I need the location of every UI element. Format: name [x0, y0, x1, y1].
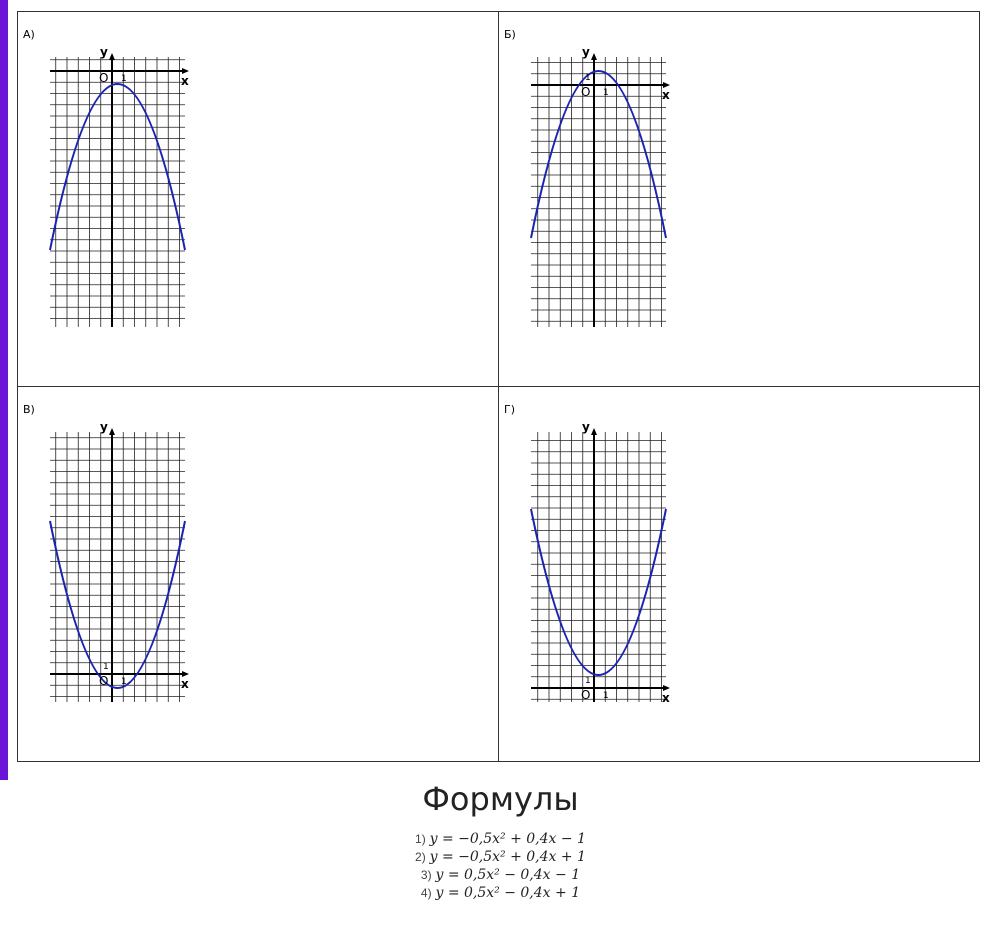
formula-text: y = 0,5x² − 0,4x − 1: [435, 867, 581, 883]
formula-number: 2): [415, 850, 426, 864]
origin-label: O: [581, 688, 590, 702]
axis-label: x: [662, 691, 670, 705]
origin-label: O: [99, 674, 108, 688]
formula-number: 1): [415, 832, 426, 846]
origin-label: O: [581, 85, 590, 99]
axis-label: x: [662, 88, 670, 102]
arrow: [182, 671, 189, 677]
axis-label: y: [582, 420, 590, 434]
curve: [530, 508, 667, 676]
arrow: [109, 428, 115, 435]
formula: 4) y = 0,5x² − 0,4x + 1: [0, 884, 1001, 902]
unit-label: 1: [603, 691, 609, 701]
unit-label: 1: [603, 88, 609, 98]
arrow: [591, 53, 597, 60]
curve: [530, 70, 667, 239]
arrow: [109, 53, 115, 60]
axis-label: y: [100, 45, 108, 59]
panel-label: А): [23, 28, 35, 41]
formula: 2) y = −0,5x² + 0,4x + 1: [0, 848, 1001, 866]
curve: [49, 83, 186, 251]
unit-label: 1: [103, 662, 109, 672]
unit-label: 1: [585, 73, 591, 83]
axis-label: y: [582, 45, 590, 59]
arrow: [663, 82, 670, 88]
axis-label: y: [100, 420, 108, 434]
formula-number: 4): [420, 886, 432, 900]
panel-label: Б): [504, 28, 516, 41]
formula-number: 3): [420, 868, 432, 882]
formula-text: y = −0,5x² + 0,4x + 1: [429, 849, 586, 865]
curve: [49, 520, 186, 689]
origin-label: O: [99, 71, 108, 85]
side-bar: [0, 0, 8, 780]
formula-text: y = −0,5x² + 0,4x − 1: [429, 831, 586, 847]
axis-label: x: [181, 74, 189, 88]
arrow: [663, 685, 670, 691]
formulas-title: Формулы: [422, 780, 579, 818]
unit-label: 1: [585, 676, 591, 686]
panel-label: Г): [504, 403, 515, 416]
arrow: [591, 428, 597, 435]
unit-label: 1: [121, 74, 127, 84]
formulas: Формулы 1) y = −0,5x² + 0,4x − 1 2) y = −…: [0, 780, 1001, 902]
formula: 1) y = −0,5x² + 0,4x − 1: [0, 830, 1001, 848]
arrow: [182, 68, 189, 74]
axis-label: x: [181, 677, 189, 691]
formula: 3) y = 0,5x² − 0,4x − 1: [0, 866, 1001, 884]
formula-text: y = 0,5x² − 0,4x + 1: [435, 885, 581, 901]
panel-label: В): [23, 403, 35, 416]
graphs-table: А) y x O 1 Б) y x O 1 1 В) y x O 1 1 Г) y x O 1 1: [0, 0, 980, 780]
unit-label: 1: [121, 677, 127, 687]
